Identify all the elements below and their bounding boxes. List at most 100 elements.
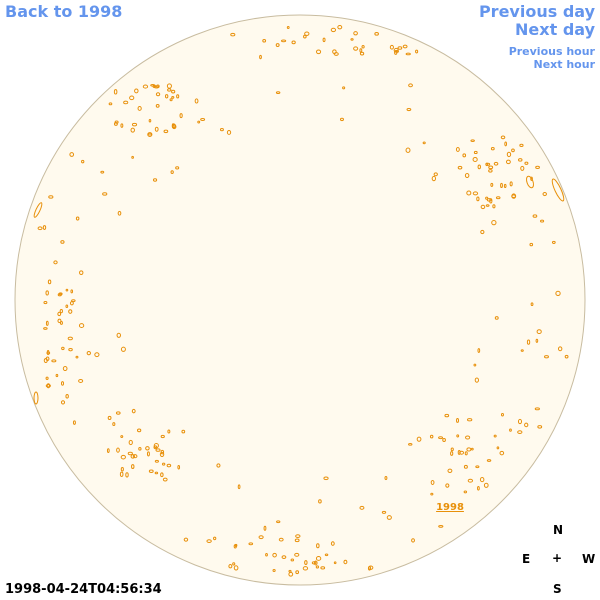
feature-contour bbox=[112, 422, 116, 427]
feature-contour bbox=[60, 240, 65, 244]
feature-contour bbox=[114, 120, 119, 124]
feature-contour bbox=[517, 418, 523, 425]
feature-contour bbox=[65, 393, 69, 399]
feature-contour bbox=[302, 566, 309, 571]
feature-contour bbox=[272, 552, 277, 558]
feature-contour bbox=[486, 459, 492, 462]
feature-contour bbox=[219, 127, 224, 132]
feature-contour bbox=[197, 120, 201, 124]
feature-contour bbox=[473, 150, 478, 155]
feature-contour bbox=[179, 113, 183, 119]
feature-contour bbox=[467, 478, 474, 483]
feature-contour bbox=[65, 304, 69, 309]
feature-contour bbox=[46, 383, 51, 389]
feature-contour bbox=[323, 476, 329, 481]
feature-contour bbox=[154, 126, 159, 132]
feature-contour bbox=[147, 132, 153, 136]
feature-contour bbox=[342, 86, 346, 90]
previous-hour-link[interactable]: Previous hour bbox=[508, 45, 595, 58]
feature-contour bbox=[48, 195, 54, 199]
feature-contour bbox=[479, 477, 485, 483]
feature-contour bbox=[295, 534, 301, 538]
feature-contour bbox=[130, 454, 135, 459]
feature-contour bbox=[485, 204, 490, 207]
feature-contour bbox=[159, 451, 165, 457]
feature-contour bbox=[438, 524, 444, 528]
feature-contour bbox=[493, 434, 497, 438]
feature-contour bbox=[107, 415, 112, 421]
feature-contour bbox=[519, 143, 524, 148]
compass-south: S bbox=[553, 582, 562, 596]
feature-contour bbox=[233, 565, 239, 571]
feature-contour bbox=[281, 555, 287, 559]
feature-contour bbox=[509, 181, 513, 187]
feature-contour bbox=[535, 165, 540, 170]
feature-contour bbox=[495, 196, 501, 200]
feature-contour bbox=[275, 43, 280, 48]
feature-contour bbox=[520, 165, 525, 171]
feature-contour bbox=[537, 425, 543, 429]
feature-contour bbox=[59, 321, 63, 325]
year-link[interactable]: 1998 bbox=[436, 502, 464, 513]
feature-contour bbox=[115, 411, 121, 415]
feature-contour bbox=[136, 428, 142, 433]
feature-contour bbox=[493, 161, 499, 166]
feature-contour bbox=[456, 434, 460, 438]
feature-contour bbox=[315, 556, 322, 561]
feature-contour bbox=[233, 544, 237, 549]
feature-contour bbox=[430, 479, 435, 485]
feature-contour bbox=[171, 95, 175, 99]
feature-contour bbox=[381, 510, 387, 514]
feature-contour bbox=[67, 336, 73, 341]
feature-contour bbox=[113, 122, 118, 126]
feature-contour bbox=[350, 38, 354, 41]
next-hour-link[interactable]: Next hour bbox=[533, 58, 596, 71]
feature-contour bbox=[485, 162, 489, 167]
feature-contour bbox=[476, 196, 480, 202]
feature-contour bbox=[43, 327, 48, 330]
feature-contour bbox=[526, 339, 531, 345]
feature-contour bbox=[433, 172, 438, 177]
feature-contour bbox=[176, 94, 180, 99]
feature-contour bbox=[164, 94, 169, 99]
back-link[interactable]: Back to 1998 bbox=[5, 2, 123, 21]
feature-contour bbox=[94, 352, 100, 358]
compass-west: W bbox=[582, 552, 596, 566]
feature-contour bbox=[485, 196, 489, 200]
feature-contour bbox=[45, 320, 49, 326]
feature-contour bbox=[162, 477, 168, 482]
feature-contour bbox=[532, 214, 538, 218]
feature-contour bbox=[518, 158, 523, 162]
feature-contour bbox=[294, 552, 300, 557]
feature-contour bbox=[72, 420, 76, 425]
feature-contour bbox=[286, 26, 290, 30]
feature-contour bbox=[272, 569, 276, 572]
feature-contour bbox=[535, 338, 539, 343]
feature-contour bbox=[551, 240, 556, 244]
feature-contour bbox=[406, 107, 412, 112]
feature-contour bbox=[465, 435, 471, 440]
feature-contour bbox=[123, 100, 129, 105]
feature-contour bbox=[213, 536, 217, 541]
feature-contour bbox=[131, 122, 138, 127]
feature-contour bbox=[78, 323, 85, 328]
feature-contour bbox=[408, 443, 413, 446]
previous-day-link[interactable]: Previous day bbox=[478, 2, 595, 21]
feature-contour bbox=[438, 436, 444, 440]
feature-contour bbox=[131, 464, 135, 470]
feature-contour bbox=[490, 182, 494, 187]
next-day-link[interactable]: Next day bbox=[515, 20, 595, 39]
feature-contour bbox=[320, 566, 326, 570]
feature-contour bbox=[62, 365, 68, 372]
feature-contour bbox=[132, 454, 138, 459]
feature-contour bbox=[457, 449, 461, 455]
feature-contour bbox=[472, 156, 478, 162]
feature-contour bbox=[557, 346, 563, 352]
feature-contour bbox=[259, 54, 262, 60]
feature-contour bbox=[473, 363, 477, 367]
feature-contour bbox=[540, 219, 545, 223]
feature-contour bbox=[45, 376, 49, 381]
feature-contour bbox=[530, 176, 533, 181]
feature-contour bbox=[526, 175, 534, 189]
